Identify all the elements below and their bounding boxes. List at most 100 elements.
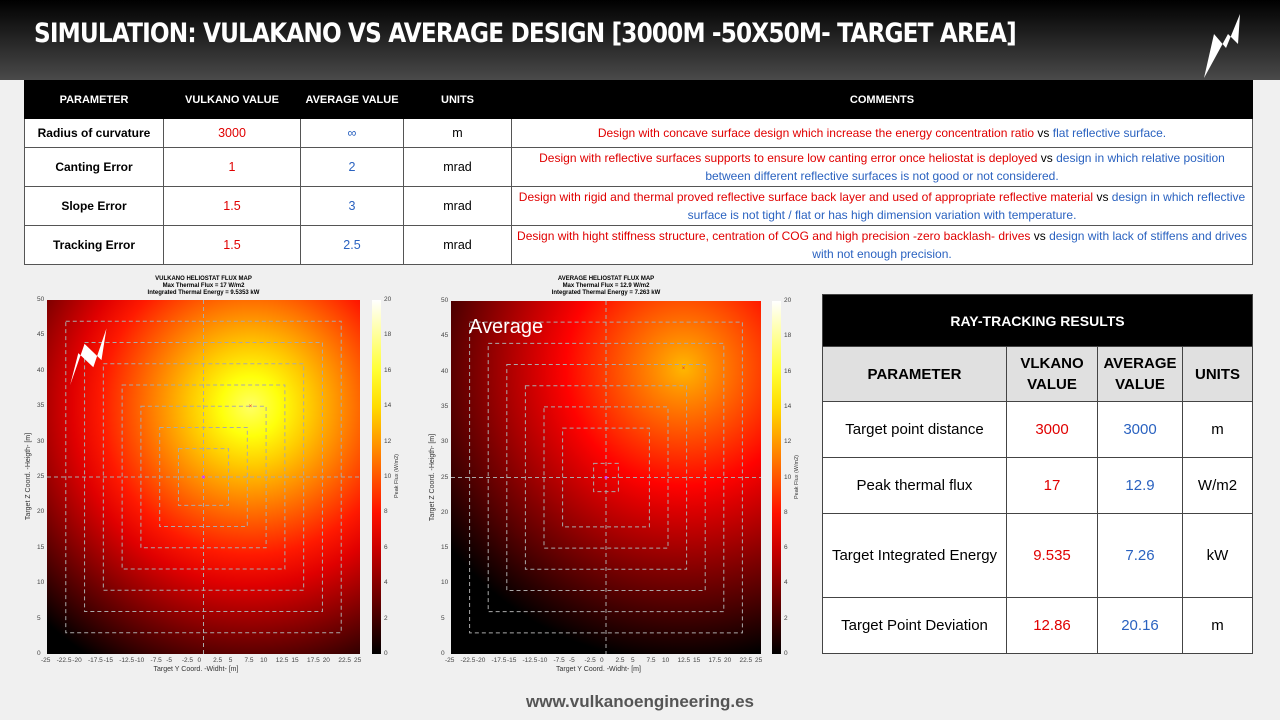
average-value: 3 (300, 186, 404, 226)
vulkano-value: 1 (163, 147, 301, 187)
colorbar-tick-label: 4 (784, 579, 788, 587)
table-row: Tracking Error 1.5 2.5 mrad Design with … (24, 225, 1253, 265)
y-tick-label: 50 (441, 297, 449, 304)
colorbar-tick-label: 12 (784, 438, 792, 446)
average-overlay-label: Average (469, 316, 544, 338)
x-tick-label: 22.5 (338, 657, 351, 664)
colorbar-tick-label: 6 (784, 544, 788, 552)
col-vulkano: VLKANO VALUE (1006, 346, 1098, 402)
col-average: AVERAGE VALUE (1097, 346, 1183, 402)
average-value: 12.9 (1097, 457, 1183, 514)
x-tick-label: 7.5 (646, 657, 656, 664)
x-tick-label: -2.5 (584, 657, 596, 664)
x-tick-label: 5 (228, 657, 233, 664)
comment: Design with hight stiffness structure, c… (511, 225, 1253, 265)
y-tick-label: 20 (441, 508, 449, 516)
x-tick-label: 15 (693, 657, 701, 664)
y-tick-label: 20 (37, 508, 45, 516)
colorbar-tick-label: 0 (384, 650, 388, 657)
x-tick-label: 22.5 (739, 657, 753, 664)
y-tick-label: 15 (441, 544, 449, 552)
x-tick-label: 2.5 (615, 657, 625, 664)
table-row: Slope Error 1.5 3 mrad Design with rigid… (24, 186, 1253, 226)
x-tick-label: -25 (41, 657, 51, 664)
col-units: UNITS (1182, 346, 1253, 402)
colorbar-tick-label: 4 (384, 579, 388, 587)
x-tick-label: -15 (103, 657, 113, 664)
comment-vulkano: Design with concave surface design which… (597, 126, 1035, 140)
x-tick-label: 12.5 (275, 657, 289, 664)
x-tick-label: 12.5 (677, 657, 691, 664)
x-tick-label: 17.5 (307, 657, 320, 664)
comment-vs: vs (1040, 151, 1053, 165)
lightning-bolt-icon (1204, 14, 1240, 78)
x-tick-label: -7.5 (553, 657, 565, 664)
y-tick-label: 45 (441, 332, 449, 340)
x-tick-label: 25 (354, 657, 362, 664)
colorbar-tick-label: 10 (784, 473, 792, 481)
x-tick-label: -25 (445, 657, 455, 664)
target-zone-outline (177, 448, 230, 506)
average-value: 2 (300, 147, 404, 187)
comment-vs: vs (1033, 229, 1046, 243)
y-tick-label: 0 (441, 650, 445, 657)
col-comments: COMMENTS (511, 80, 1253, 119)
parameter-name: Target Point Deviation (822, 597, 1007, 654)
parameter-name: Radius of curvature (24, 118, 164, 148)
vulkano-value: 3000 (163, 118, 301, 148)
parameter-name: Canting Error (24, 147, 164, 187)
x-tick-label: -10 (134, 657, 145, 664)
comment-vs: vs (1096, 190, 1109, 204)
heatmap-area: × (451, 301, 761, 654)
col-average: AVERAGE VALUE (300, 80, 404, 119)
results-title: RAY-TRACKING RESULTS (822, 294, 1253, 347)
x-tick-label: -22.5 (460, 657, 476, 664)
colorbar-tick-label: 14 (784, 402, 792, 410)
aim-point-marker (202, 475, 205, 479)
colorbar-label: Peak Flux (W/m2) (794, 454, 801, 499)
colorbar-tick-label: 20 (384, 296, 392, 303)
comment-vulkano: Design with hight stiffness structure, c… (517, 229, 1031, 243)
website-url[interactable]: www.vulkanoengineering.es (526, 692, 754, 711)
vulkano-value: 9.535 (1006, 513, 1098, 598)
comment-average: flat reflective surface. (1052, 126, 1167, 140)
colorbar-label: Peak Flux (W/m2) (394, 453, 401, 499)
y-tick-label: 10 (441, 579, 449, 587)
y-tick-label: 25 (441, 473, 449, 481)
units: mrad (403, 186, 512, 226)
x-tick-label: -5 (569, 657, 575, 664)
x-tick-label: -10 (538, 657, 548, 664)
lightning-bolt-icon (70, 328, 107, 385)
comment-vulkano: Design with reflective surfaces supports… (539, 151, 1038, 165)
x-tick-label: -12.5 (119, 657, 135, 664)
parameter-name: Slope Error (24, 186, 164, 226)
colorbar-tick-label: 8 (784, 508, 788, 516)
vulkano-value: 1.5 (163, 186, 301, 226)
average-value: 3000 (1097, 401, 1183, 458)
table-row: Radius of curvature 3000 ∞ m Design with… (24, 118, 1253, 148)
x-axis-label: Target Y Coord. -Widht- [m] (153, 666, 239, 673)
table-row: Canting Error 1 2 mrad Design with refle… (24, 147, 1253, 187)
comment-average: design with lack of stiffens and drives … (812, 229, 1247, 261)
ray-tracking-results-table: RAY-TRACKING RESULTS PARAMETER VLKANO VA… (822, 294, 1253, 654)
comment-average: design in which reflective surface is no… (687, 190, 1246, 222)
parameter-name: Peak thermal flux (822, 457, 1007, 514)
comment: Design with concave surface design which… (511, 118, 1253, 148)
x-axis-label: Target Y Coord. -Widht- [m] (556, 666, 641, 673)
col-vulkano: VULKANO VALUE (163, 80, 301, 119)
colorbar-tick-label: 14 (384, 402, 392, 410)
colorbar-tick-label: 2 (384, 614, 388, 622)
y-tick-label: 35 (37, 402, 45, 410)
table-row: Peak thermal flux 17 12.9 W/m2 (822, 457, 1253, 514)
peak-marker: × (249, 404, 253, 410)
units: W/m2 (1182, 457, 1253, 514)
y-tick-label: 10 (37, 579, 45, 587)
colorbar-tick-label: 8 (384, 508, 388, 516)
chart-subtitle: Integrated Thermal Energy = 9.5353 kW (147, 290, 260, 296)
x-tick-label: -17.5 (491, 657, 507, 664)
colorbar-tick-label: 16 (784, 367, 792, 375)
x-tick-label: -5 (166, 657, 172, 664)
x-tick-label: 7.5 (244, 657, 254, 664)
y-tick-label: 30 (37, 437, 45, 445)
header-bar: Simulation: Vulakano vs Average design [… (0, 0, 1280, 80)
